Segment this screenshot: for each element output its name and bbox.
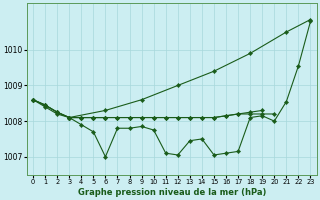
X-axis label: Graphe pression niveau de la mer (hPa): Graphe pression niveau de la mer (hPa) <box>77 188 266 197</box>
